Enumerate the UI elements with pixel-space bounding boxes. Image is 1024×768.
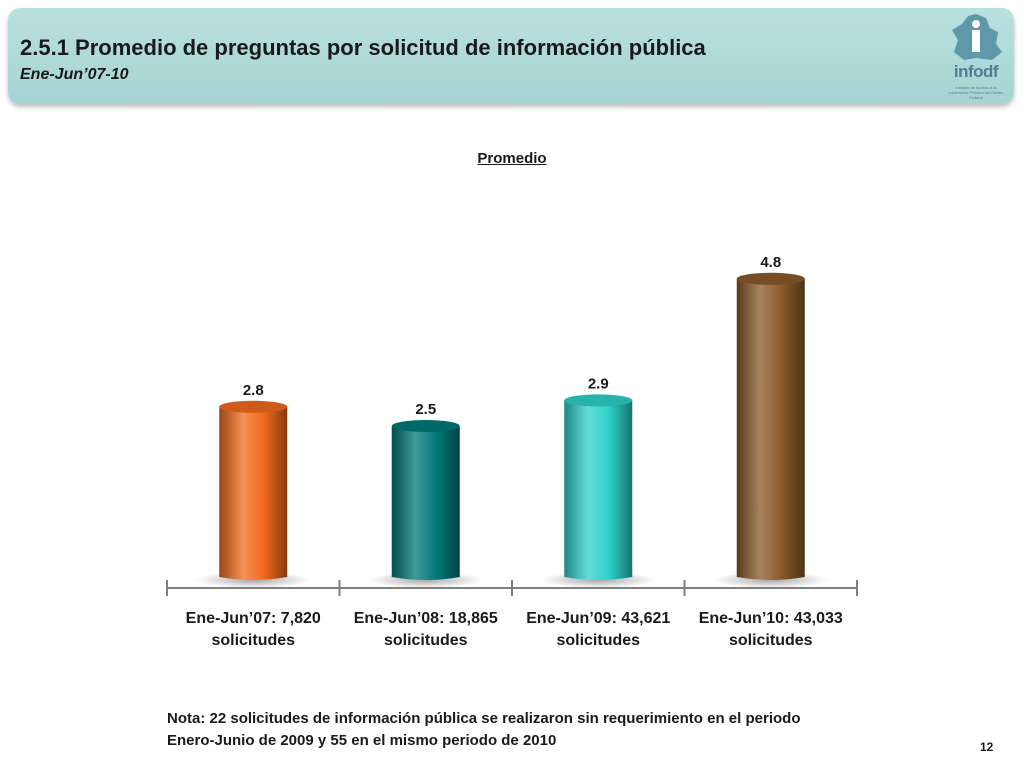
logo-caption: Instituto de Acceso a la Información Púb… — [948, 85, 1004, 100]
x-tick-label-line-2: solicitudes — [211, 632, 296, 649]
bar-top-4 — [736, 272, 805, 285]
x-tick-label-line-1: Ene-Jun’08: 18,865 — [353, 610, 498, 627]
x-tick-label-line-1: Ene-Jun’07: 7,820 — [185, 610, 321, 627]
map-icon — [952, 14, 1002, 60]
bar-3 — [564, 400, 633, 580]
x-tick-label-line-1: Ene-Jun’09: 43,621 — [526, 610, 671, 627]
header-banner: 2.5.1 Promedio de preguntas por solicitu… — [8, 8, 1014, 104]
bar-2 — [391, 426, 460, 580]
bar-top-2 — [391, 420, 460, 432]
data-label-3: 2.9 — [588, 375, 609, 392]
logo-text: infodf — [953, 62, 999, 81]
x-tick-label-line-2: solicitudes — [383, 632, 468, 649]
bar-top-3 — [564, 394, 633, 407]
data-label-4: 4.8 — [760, 254, 781, 271]
page-number: 12 — [980, 740, 994, 754]
chart-title: Promedio — [477, 150, 547, 167]
x-tick-label-2: Ene-Jun’08: 18,865 solicitudes — [340, 608, 512, 652]
x-tick-label-line-2: solicitudes — [728, 632, 813, 649]
footnote: Nota: 22 solicitudes de información públ… — [167, 708, 927, 752]
data-label-1: 2.8 — [243, 382, 264, 399]
x-tick-label-line-1: Ene-Jun’10: 43,033 — [698, 610, 843, 627]
footnote-line-2: Enero-Junio de 2009 y 55 en el mismo per… — [167, 732, 557, 749]
page-subtitle: Ene-Jun’07-10 — [20, 66, 129, 83]
bar-1 — [219, 406, 288, 580]
x-tick-label-1: Ene-Jun’07: 7,820 solicitudes — [167, 608, 339, 652]
x-tick-label-3: Ene-Jun’09: 43,621 solicitudes — [512, 608, 684, 652]
page-title: 2.5.1 Promedio de preguntas por solicitu… — [20, 35, 706, 60]
infodf-logo: infodf Instituto de Acceso a la Informac… — [946, 12, 1006, 100]
x-tick-label-line-2: solicitudes — [556, 632, 641, 649]
data-label-2: 2.5 — [415, 401, 436, 418]
bar-top-1 — [219, 400, 288, 413]
footnote-line-1: Nota: 22 solicitudes de información públ… — [167, 710, 801, 727]
bar-4 — [736, 278, 805, 580]
x-tick-label-4: Ene-Jun’10: 43,033 solicitudes — [685, 608, 857, 652]
